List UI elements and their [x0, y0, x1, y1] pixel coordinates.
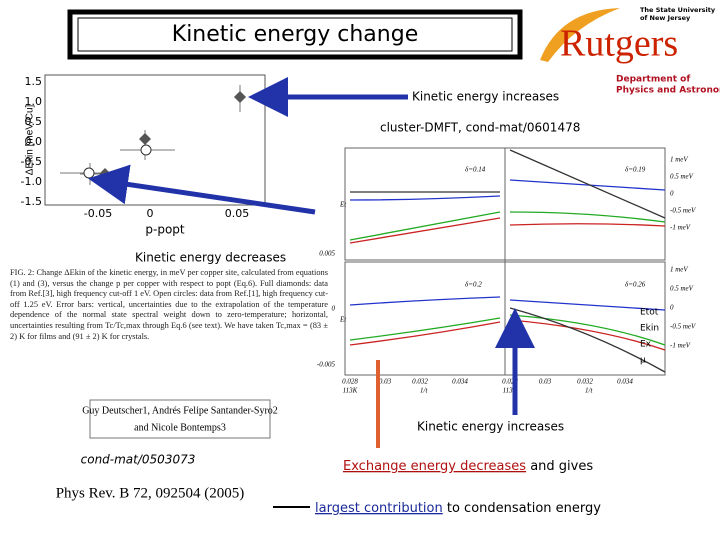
legend-label: μ: [640, 356, 646, 366]
slide-title: Kinetic energy change: [172, 22, 418, 47]
delta-label: δ=0.2: [465, 281, 482, 289]
annotation: Kinetic energy increases: [417, 420, 564, 434]
legend-label: Etot: [640, 308, 659, 318]
circle-point: [140, 144, 152, 156]
legend-label: Ekin: [640, 324, 659, 334]
conclusion: largest contribution to condensation ene…: [315, 501, 601, 516]
y-tick-label: -1.0: [21, 175, 42, 188]
logo-dept: Physics and Astronomy: [616, 86, 720, 96]
left-plot-frame: [44, 74, 266, 206]
left-x-label: p-popt: [145, 223, 185, 237]
y-tick-label: 0.005: [319, 250, 335, 258]
delta-label: δ=0.19: [625, 166, 646, 174]
conclusion-part: and gives: [526, 459, 593, 474]
scale-label: -0.5 meV: [670, 323, 696, 331]
conclusion-part: Exchange energy decreases: [343, 459, 526, 474]
x-tick-label: 0.03: [379, 378, 392, 386]
x-axis-label: 1/t: [585, 387, 593, 395]
x-tick-label: 0.034: [617, 378, 633, 386]
x-tick-label: 0.05: [225, 207, 250, 220]
diamond: [139, 133, 151, 145]
authors: and Nicole Bontemps3: [134, 422, 226, 433]
arrows: [88, 77, 535, 415]
right-curves: [349, 149, 666, 373]
scale-label: -1 meV: [670, 342, 691, 350]
right-frames: [344, 147, 666, 376]
logo-swoosh: [540, 8, 620, 62]
y-tick-label: -0.005: [317, 361, 336, 369]
conclusion: Exchange energy decreases and gives: [343, 459, 593, 474]
y-axis-label: Et: [339, 201, 347, 209]
reference: Phys Rev. B 72, 092504 (2005): [56, 485, 245, 501]
y-tick-label: -0.5: [21, 155, 42, 168]
x-axis-label: 1/t: [420, 387, 428, 395]
scale-label: 0.5 meV: [670, 173, 694, 181]
logo-dept: Department of: [616, 75, 690, 85]
title-box: [67, 9, 523, 60]
reference: cond-mat/0503073: [81, 453, 196, 467]
x-sub-label: 113K: [343, 387, 358, 395]
x-sub-label: 113K: [503, 387, 518, 395]
scale-label: 0.5 meV: [670, 285, 694, 293]
circle-point: [83, 167, 95, 179]
logo-univ: The State University: [640, 6, 716, 14]
left-y-label: ΔEkin [meV/Cu]: [25, 104, 36, 175]
y-tick-label: 1.0: [25, 95, 43, 108]
scale-label: -0.5 meV: [670, 207, 696, 215]
scale-label: 0: [670, 304, 674, 312]
conclusion-part: largest contribution: [315, 501, 443, 516]
delta-label: δ=0.26: [625, 281, 646, 289]
y-tick-label: 1.5: [25, 75, 43, 88]
y-tick-label: -1.5: [21, 195, 42, 208]
logo-name: Rutgers: [560, 23, 678, 65]
annotation: Kinetic energy increases: [412, 90, 559, 104]
scale-label: 1 meV: [670, 266, 688, 274]
annotation: cluster-DMFT, cond-mat/0601478: [380, 121, 580, 135]
annotation: Kinetic energy decreases: [135, 251, 286, 265]
delta-label: δ=0.14: [465, 166, 486, 174]
title-inner: [77, 17, 513, 52]
legend-label: Ex: [640, 340, 652, 350]
authors: Guy Deutscher1, Andrés Felipe Santander-…: [82, 405, 278, 416]
x-tick-label: 0.032: [577, 378, 593, 386]
x-tick-label: 0.028: [342, 378, 358, 386]
scale-label: 0: [670, 190, 674, 198]
x-tick-label: -0.05: [84, 207, 112, 220]
conclusion-part: to condensation energy: [443, 501, 602, 516]
authors-box: [89, 399, 271, 439]
x-tick-label: 0.028: [502, 378, 518, 386]
scale-label: -1 meV: [670, 224, 691, 232]
x-tick-label: 0.032: [412, 378, 428, 386]
y-tick-label: 0: [332, 305, 336, 313]
diamond: [234, 91, 246, 103]
y-tick-label: 0.5: [25, 115, 43, 128]
scale-label: 1 meV: [670, 156, 688, 164]
x-tick-label: 0: [147, 207, 154, 220]
y-tick-label: 0.0: [25, 135, 43, 148]
logo-univ: of New Jersey: [640, 14, 691, 22]
y-axis-label: Et: [339, 316, 347, 324]
figure-caption: FIG. 2: Change ΔEkin of the kinetic ener…: [10, 268, 328, 341]
x-tick-label: 0.03: [539, 378, 552, 386]
x-tick-label: 0.034: [452, 378, 468, 386]
